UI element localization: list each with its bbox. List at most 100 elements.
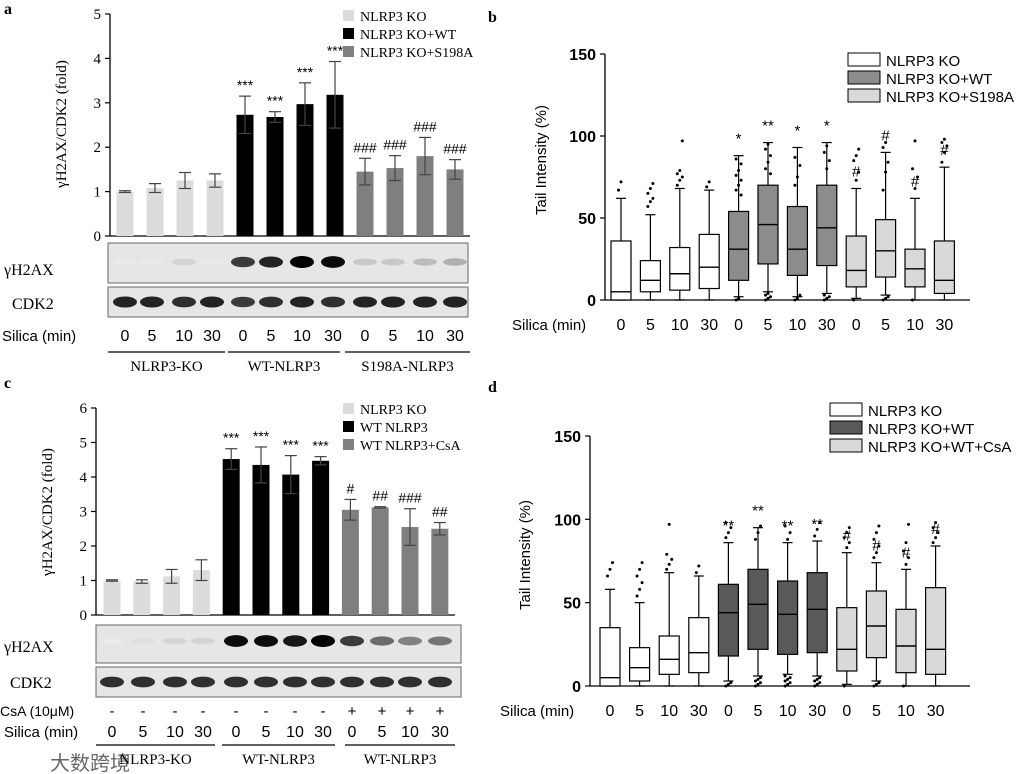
panel-b-outlier-point xyxy=(793,183,797,187)
panel-c-significance-mark: *** xyxy=(312,438,329,454)
panel-a-cdk2-band xyxy=(172,296,196,308)
panel-b-outlier-point xyxy=(795,175,799,179)
panel-a-ytick-label: 4 xyxy=(94,51,102,67)
panel-b-outlier-point xyxy=(764,298,767,302)
panel-b-outlier-point xyxy=(737,183,741,187)
panel-b-outlier-point xyxy=(766,296,770,300)
panel-d-legend-swatch xyxy=(829,402,863,417)
panel-c-x-tick-label: 5 xyxy=(139,724,148,741)
panel-d-significance-mark: # xyxy=(931,521,940,538)
panel-d-outlier-point xyxy=(754,679,757,683)
panel-a-h2ax-band xyxy=(200,259,224,265)
panel-b-outlier-point xyxy=(940,141,944,145)
panel-a-legend-swatch xyxy=(343,46,354,57)
panel-a-ytick-label: 1 xyxy=(94,185,102,201)
panel-a-ytick-label: 5 xyxy=(94,7,102,23)
panel-c-group-label: WT-NLRP3 xyxy=(364,752,437,768)
panel-b-outlier-point xyxy=(857,147,861,151)
panel-c-x-tick-label: 10 xyxy=(401,724,419,741)
panel-d-outlier-point xyxy=(902,684,905,688)
panel-d-significance-mark: # xyxy=(902,544,911,561)
panel-c-csa-mark: - xyxy=(110,703,115,720)
panel-d-ytick-label: 50 xyxy=(563,596,581,613)
panel-c-significance-mark: *** xyxy=(223,430,240,446)
panel-b-x-tick-label: 30 xyxy=(936,317,954,334)
panel-a-cdk2-band xyxy=(140,296,164,308)
panel-b-letter: b xyxy=(488,9,497,26)
panel-a-bar xyxy=(266,117,284,236)
panel-a-x-tick-label: 10 xyxy=(175,328,193,345)
panel-c-bar xyxy=(371,507,389,615)
panel-d-outlier-point xyxy=(724,521,728,525)
panel-a-ytick-label: 2 xyxy=(94,140,102,156)
panel-c-h2ax-band xyxy=(224,635,248,647)
panel-c-significance-mark: # xyxy=(347,480,355,496)
panel-d-x-tick-label: 10 xyxy=(779,703,797,720)
panel-d-outlier-point xyxy=(606,574,609,578)
panel-d-outlier-point xyxy=(783,679,787,683)
panel-c-cdk2-band xyxy=(191,676,215,688)
panel-c-x-tick-label: 10 xyxy=(166,724,184,741)
panel-c-h2ax-band xyxy=(100,638,124,644)
panel-a-group-label: S198A-NLRP3 xyxy=(361,359,454,375)
panel-a-bar xyxy=(116,191,134,236)
panel-d-x-tick-label: 30 xyxy=(690,703,708,720)
panel-a-legend-label: NLRP3 KO+S198A xyxy=(360,46,474,61)
panel-b-outlier-point xyxy=(678,178,682,182)
panel-d-significance-mark: # xyxy=(843,528,852,545)
panel-d-outlier-point xyxy=(783,684,787,688)
panel-b-box xyxy=(639,260,662,293)
panel-c-cdk2-band xyxy=(131,676,155,688)
panel-d-outlier-point xyxy=(936,531,940,535)
panel-d-outlier-point xyxy=(726,682,730,686)
panel-b-outlier-point xyxy=(766,291,770,295)
panel-b-outlier-point xyxy=(827,295,831,299)
panel-c-ylabel: γH2AX/CDK2 (fold) xyxy=(40,448,56,577)
panel-b-outlier-point xyxy=(737,168,741,172)
panel-b-outlier-point xyxy=(769,172,772,176)
panel-c-h2ax-band xyxy=(311,635,335,647)
panel-d-outlier-point xyxy=(786,682,790,686)
panel-c-x-tick-label: 5 xyxy=(262,724,271,741)
panel-a-legend-label: NLRP3 KO+WT xyxy=(360,28,457,43)
panel-d-significance-mark: ** xyxy=(811,516,823,533)
panel-b-outlier-point xyxy=(911,298,914,302)
panel-c-x-tick-label: 0 xyxy=(232,724,241,741)
panel-c-bar xyxy=(192,570,210,615)
panel-c-csa-mark: + xyxy=(378,703,387,720)
panel-d-outlier-point xyxy=(665,552,669,556)
panel-c-h2ax-band xyxy=(428,636,452,646)
panel-b-outlier-point xyxy=(884,170,888,174)
panel-b-ytick-label: 0 xyxy=(587,293,596,310)
panel-d-box xyxy=(776,580,799,655)
panel-c-h2ax-band xyxy=(398,636,422,646)
panel-d-outlier-point xyxy=(729,526,733,530)
panel-d-outlier-point xyxy=(783,674,787,678)
panel-d-outlier-point xyxy=(813,684,817,688)
panel-c-ytick-label: 5 xyxy=(80,436,88,452)
panel-d-outlier-point xyxy=(670,557,674,561)
panel-b-outlier-point xyxy=(734,188,738,192)
panel-d-x-tick-label: 10 xyxy=(897,703,915,720)
panel-b-x-tick-label: 30 xyxy=(700,317,718,334)
panel-c-ytick-label: 2 xyxy=(80,539,88,555)
panel-b-significance-mark: * xyxy=(824,118,830,135)
panel-b-legend-label: NLRP3 KO xyxy=(886,53,960,70)
panel-a-h2ax-band xyxy=(113,259,137,265)
panel-d-box xyxy=(924,587,947,675)
panel-a-cdk2-band xyxy=(413,296,437,308)
panel-d-x-tick-label: 30 xyxy=(927,703,945,720)
panel-a-x-tick-label: 30 xyxy=(203,328,221,345)
panel-d-outlier-point xyxy=(907,522,910,526)
panel-b-outlier-point xyxy=(764,167,767,171)
panel-d-outlier-point xyxy=(872,556,876,560)
panel-c-csa-mark: + xyxy=(406,703,415,720)
panel-c-cdk2-band xyxy=(224,676,248,688)
panel-c-h2ax-band xyxy=(163,637,187,645)
panel-b-outlier-point xyxy=(913,139,917,143)
panel-b-outlier-point xyxy=(619,180,623,184)
panel-b-outlier-point xyxy=(648,200,652,204)
panel-d-outlier-point xyxy=(815,527,819,531)
panel-a-x-tick-label: 30 xyxy=(324,328,342,345)
panel-d-box xyxy=(865,590,888,659)
